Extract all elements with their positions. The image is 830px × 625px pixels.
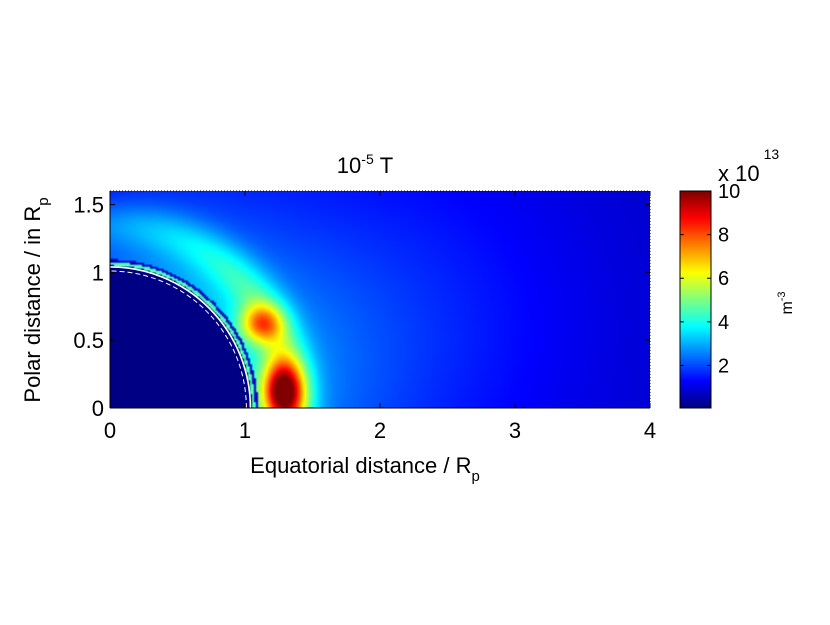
x-tick-label: 4	[644, 418, 656, 443]
x-axis-label-text: Equatorial distance / R	[250, 453, 471, 478]
density-heatmap	[110, 191, 650, 408]
colorbar-tick-label: 2	[718, 355, 729, 377]
colorbar-multiplier-exponent: 13	[764, 146, 780, 162]
colorbar-label-exponent: -3	[776, 291, 788, 301]
title-unit: T	[380, 153, 393, 178]
colorbar-label-text: m	[779, 301, 796, 314]
x-axis-label: Equatorial distance / Rp	[250, 453, 480, 485]
colorbar-tick-label: 6	[718, 268, 729, 290]
x-axis-label-sub: p	[472, 468, 480, 485]
y-axis-label-text: Polar distance / in R	[20, 206, 45, 403]
colorbar-gradient	[680, 191, 711, 408]
y-tick-label: 0	[92, 396, 104, 421]
colorbar: 2 4 6 8 10 x 1013 m-3	[679, 146, 796, 409]
x-tick-label: 2	[374, 418, 386, 443]
planet-boundary-inner	[110, 270, 247, 408]
planet-boundary-outer	[110, 266, 252, 408]
y-axis-label: Polar distance / in Rp	[20, 197, 52, 402]
y-axis-label-sub: p	[35, 197, 52, 205]
colorbar-ticks: 2 4 6 8 10	[680, 181, 740, 377]
x-tick-label: 1	[239, 418, 251, 443]
colorbar-multiplier-text: x 10	[718, 161, 760, 186]
title-exponent: -5	[361, 151, 374, 167]
y-tick-label: 1	[92, 260, 104, 285]
colorbar-multiplier: x 1013	[718, 146, 779, 186]
colorbar-tick-label: 8	[718, 225, 729, 247]
chart-title: 10-5 T	[337, 151, 393, 178]
colorbar-frame	[679, 190, 712, 409]
plot-area	[109, 190, 651, 409]
colorbar-label: m-3	[776, 291, 796, 314]
colorbar-tick-label: 10	[718, 181, 740, 203]
y-tick-label: 1.5	[73, 193, 104, 218]
colorbar-tick-label: 4	[718, 312, 729, 334]
x-tick-label: 3	[509, 418, 521, 443]
y-axis-ticks: 0 0.5 1 1.5	[73, 193, 650, 421]
y-tick-label: 0.5	[73, 328, 104, 353]
x-axis-ticks: 0 1 2 3 4	[104, 191, 656, 443]
title-base: 10	[337, 153, 361, 178]
x-tick-label: 0	[104, 418, 116, 443]
